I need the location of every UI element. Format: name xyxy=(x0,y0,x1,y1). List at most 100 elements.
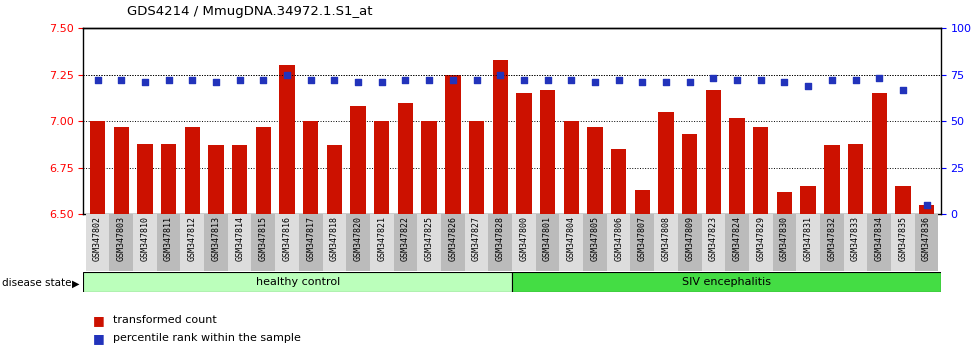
Point xyxy=(350,79,366,85)
Point xyxy=(445,78,461,83)
Bar xyxy=(564,121,579,214)
Point xyxy=(776,79,792,85)
Point xyxy=(682,79,698,85)
Text: GSM347804: GSM347804 xyxy=(566,216,576,261)
Point xyxy=(468,78,484,83)
Text: ■: ■ xyxy=(93,332,105,344)
Bar xyxy=(445,75,461,214)
Point xyxy=(398,78,414,83)
Text: GSM347817: GSM347817 xyxy=(306,216,316,261)
Bar xyxy=(801,186,815,214)
Text: GSM347807: GSM347807 xyxy=(638,216,647,261)
Bar xyxy=(820,214,844,271)
Text: GSM347814: GSM347814 xyxy=(235,216,244,261)
Bar xyxy=(844,214,867,271)
Text: GSM347822: GSM347822 xyxy=(401,216,410,261)
Text: healthy control: healthy control xyxy=(256,277,340,287)
Text: GSM347831: GSM347831 xyxy=(804,216,812,261)
Bar xyxy=(398,103,414,214)
Bar xyxy=(275,214,299,271)
Text: GSM347816: GSM347816 xyxy=(282,216,291,261)
Bar xyxy=(777,192,792,214)
Bar xyxy=(161,144,176,214)
Bar xyxy=(351,107,366,214)
Bar xyxy=(299,214,322,271)
Bar xyxy=(322,214,346,271)
Point xyxy=(279,72,295,78)
Bar xyxy=(137,144,153,214)
Bar xyxy=(133,214,157,271)
Bar xyxy=(914,214,939,271)
Bar xyxy=(560,214,583,271)
Text: GSM347821: GSM347821 xyxy=(377,216,386,261)
Bar xyxy=(749,214,772,271)
Bar xyxy=(682,134,698,214)
Bar xyxy=(512,272,941,292)
Bar xyxy=(848,144,863,214)
Text: GSM347825: GSM347825 xyxy=(424,216,433,261)
Bar xyxy=(209,145,223,214)
Point xyxy=(303,78,318,83)
Point xyxy=(634,79,650,85)
Point xyxy=(659,79,674,85)
Bar xyxy=(512,214,536,271)
Point xyxy=(824,78,840,83)
Point xyxy=(90,78,106,83)
Bar xyxy=(303,121,318,214)
Point xyxy=(421,78,437,83)
Point xyxy=(564,78,579,83)
Point xyxy=(611,78,626,83)
Text: GSM347820: GSM347820 xyxy=(354,216,363,261)
Text: GSM347823: GSM347823 xyxy=(709,216,718,261)
Point xyxy=(114,78,129,83)
Text: GSM347835: GSM347835 xyxy=(899,216,907,261)
Bar xyxy=(421,121,437,214)
Bar xyxy=(256,127,271,214)
Text: GSM347810: GSM347810 xyxy=(140,216,149,261)
Text: percentile rank within the sample: percentile rank within the sample xyxy=(113,333,301,343)
Text: GSM347805: GSM347805 xyxy=(591,216,600,261)
Text: GSM347824: GSM347824 xyxy=(733,216,742,261)
Point xyxy=(232,78,248,83)
Point xyxy=(208,79,223,85)
Point xyxy=(753,78,768,83)
Point xyxy=(540,78,556,83)
Bar xyxy=(465,214,488,271)
Bar xyxy=(346,214,369,271)
Bar xyxy=(90,121,105,214)
Text: GSM347809: GSM347809 xyxy=(685,216,694,261)
Bar xyxy=(83,272,512,292)
Bar xyxy=(180,214,204,271)
Point xyxy=(706,76,721,81)
Text: GSM347801: GSM347801 xyxy=(543,216,552,261)
Bar xyxy=(611,149,626,214)
Point xyxy=(184,78,200,83)
Bar xyxy=(279,65,295,214)
Text: SIV encephalitis: SIV encephalitis xyxy=(682,277,771,287)
Text: GSM347803: GSM347803 xyxy=(117,216,125,261)
Text: transformed count: transformed count xyxy=(113,315,217,325)
Bar xyxy=(635,190,650,214)
Point xyxy=(587,79,603,85)
Point xyxy=(895,87,910,92)
Bar xyxy=(678,214,702,271)
Bar xyxy=(753,127,768,214)
Bar xyxy=(607,214,630,271)
Bar xyxy=(702,214,725,271)
Text: GSM347815: GSM347815 xyxy=(259,216,268,261)
Bar xyxy=(232,145,247,214)
Bar xyxy=(374,121,389,214)
Bar xyxy=(583,214,607,271)
Bar xyxy=(252,214,275,271)
Bar xyxy=(441,214,465,271)
Point xyxy=(848,78,863,83)
Bar xyxy=(536,214,560,271)
Bar xyxy=(871,93,887,214)
Bar xyxy=(824,145,840,214)
Text: GSM347829: GSM347829 xyxy=(757,216,765,261)
Bar xyxy=(394,214,417,271)
Text: GSM347811: GSM347811 xyxy=(164,216,173,261)
Text: ■: ■ xyxy=(93,314,105,327)
Bar xyxy=(114,127,129,214)
Text: GSM347808: GSM347808 xyxy=(662,216,670,261)
